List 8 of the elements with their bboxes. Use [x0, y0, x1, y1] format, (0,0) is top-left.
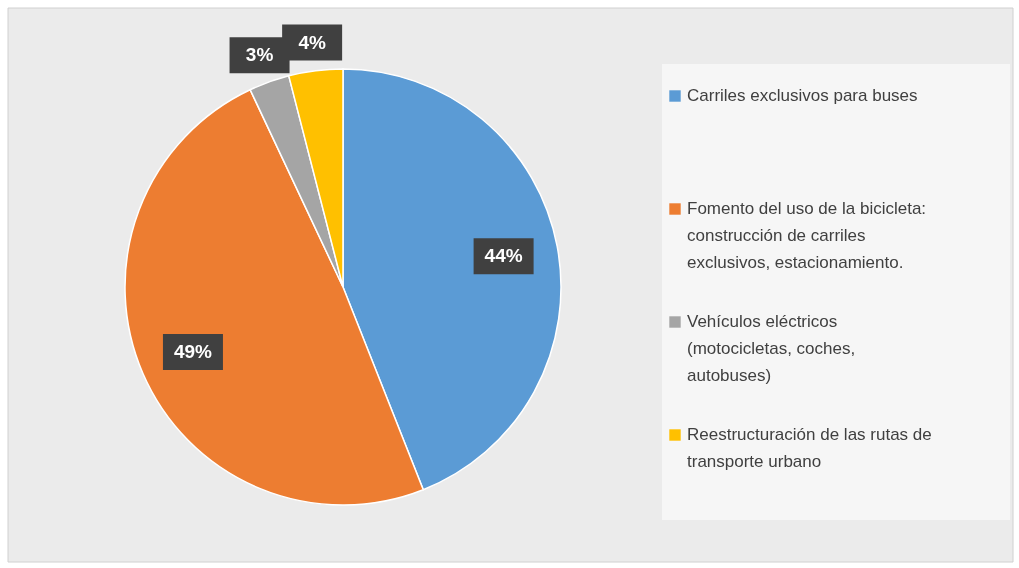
data-label: 3% [245, 44, 274, 66]
legend-label: Vehículos eléctricos (motocicletas, coches, autobuses) [687, 312, 856, 385]
legend-label: Carriles exclusivos para buses [687, 86, 918, 105]
legend-label: Fomento del uso de la bicicleta: construcción de carriles exclusivos, estacionamiento. [687, 199, 927, 272]
legend-label: Reestructuración de las rutas de transporte urbano [687, 425, 932, 471]
data-label: 4% [298, 31, 326, 53]
data-label: 49% [173, 340, 213, 362]
data-label: 44% [484, 245, 523, 267]
